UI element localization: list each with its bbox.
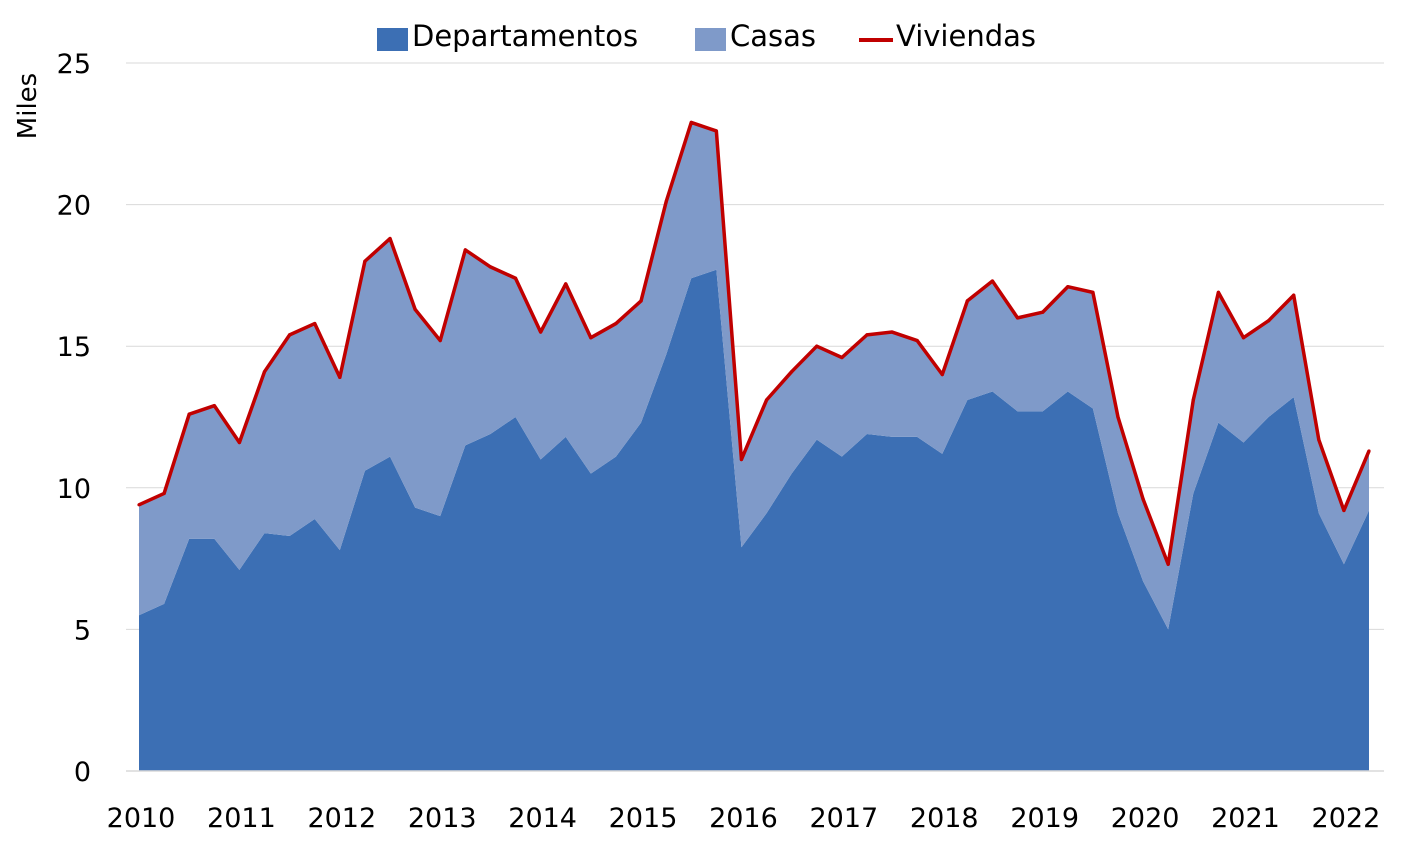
x-tick-label-2012: 2012 [307,803,376,834]
line-point-viviendas-2010-Q1 [137,503,141,507]
x-tick-label-2015: 2015 [609,803,678,834]
legend-label-casas: Casas [730,19,816,53]
area-series-layer [139,122,1369,771]
x-axis-ticks: 2010 2011 2012 2013 2014 2015 2016 2017 2018 2019… [107,803,1381,834]
x-tick-label-2017: 2017 [809,803,878,834]
line-point-viviendas-2017-Q2 [865,333,869,337]
line-point-viviendas-2019-Q4 [1116,415,1120,419]
line-point-viviendas-2020-Q4 [1216,290,1220,294]
line-point-viviendas-2013-Q4 [513,276,518,280]
line-point-viviendas-2020-Q1 [1141,497,1145,501]
x-tick-label-2016: 2016 [709,803,778,834]
line-point-viviendas-2021-Q3 [1292,293,1296,297]
line-series-layer [137,120,1371,567]
line-point-viviendas-2014-Q4 [614,321,618,326]
line-point-viviendas-2016-Q1 [739,457,744,462]
line-point-viviendas-2018-Q3 [990,279,995,283]
area-series-departamentos [139,269,1369,771]
y-axis-label: Miles [13,73,43,139]
line-point-viviendas-2022-Q2 [1367,449,1371,453]
line-series-viviendas [138,120,1371,567]
line-point-viviendas-2012-Q4 [413,307,417,311]
line-point-viviendas-2013-Q2 [463,248,467,252]
line-point-viviendas-2010-Q4 [212,404,216,408]
line-point-viviendas-2015-Q2 [664,200,668,204]
line-point-viviendas-2011-Q3 [288,333,292,337]
line-point-viviendas-2013-Q1 [438,338,442,343]
legend-swatch-casas [695,28,726,51]
line-point-viviendas-2022-Q1 [1342,508,1346,513]
line-point-viviendas-2017-Q4 [915,338,919,343]
line-point-viviendas-2017-Q3 [890,330,894,334]
legend-swatch-departamentos [377,28,408,51]
line-point-viviendas-2010-Q2 [162,491,166,496]
legend-label-viviendas: Viviendas [896,19,1036,53]
line-point-viviendas-2018-Q1 [940,372,944,377]
line-point-viviendas-2020-Q2 [1166,562,1170,566]
x-tick-label-2021: 2021 [1211,803,1280,834]
y-tick-label-5: 5 [74,615,91,646]
line-point-viviendas-2013-Q3 [488,265,493,269]
line-point-viviendas-2012-Q3 [388,236,392,241]
line-point-viviendas-2021-Q2 [1266,319,1271,323]
line-point-viviendas-2019-Q1 [1041,310,1045,314]
line-point-viviendas-2011-Q4 [313,321,317,326]
line-point-viviendas-2017-Q1 [840,355,844,360]
y-tick-label-0: 0 [74,757,91,788]
legend: Departamentos Casas Viviendas [377,19,1036,53]
y-tick-label-15: 15 [57,332,91,363]
y-tick-label-10: 10 [57,474,91,505]
line-point-viviendas-2014-Q2 [564,282,568,286]
line-point-viviendas-2015-Q1 [639,299,643,303]
y-tick-label-25: 25 [57,49,91,80]
x-tick-label-2020: 2020 [1111,803,1180,834]
line-point-viviendas-2014-Q1 [539,330,543,334]
line-point-viviendas-2015-Q4 [714,129,718,133]
line-point-viviendas-2012-Q2 [363,259,367,263]
x-tick-label-2019: 2019 [1010,803,1079,834]
line-point-viviendas-2020-Q3 [1191,398,1195,402]
x-tick-label-2011: 2011 [207,803,276,834]
line-point-viviendas-2014-Q3 [589,336,593,340]
legend-label-departamentos: Departamentos [412,19,638,53]
y-tick-label-20: 20 [57,191,91,222]
line-point-viviendas-2018-Q2 [965,299,969,303]
line-point-viviendas-2019-Q3 [1091,290,1095,294]
x-tick-label-2014: 2014 [508,803,577,834]
area-series-casas [139,122,1369,630]
line-point-viviendas-2016-Q2 [764,398,769,402]
y-axis-ticks: 0 5 10 15 20 25 [57,49,91,788]
line-point-viviendas-2018-Q4 [1015,316,1020,320]
line-point-viviendas-2021-Q1 [1241,336,1246,340]
line-point-viviendas-2011-Q2 [262,370,267,374]
x-tick-label-2018: 2018 [910,803,979,834]
line-point-viviendas-2016-Q4 [815,344,819,348]
x-tick-label-2013: 2013 [408,803,477,834]
x-tick-label-2022: 2022 [1312,803,1381,834]
line-point-viviendas-2016-Q3 [790,370,794,374]
line-point-viviendas-2010-Q3 [187,412,191,416]
line-point-viviendas-2019-Q2 [1066,285,1070,289]
line-point-viviendas-2021-Q4 [1317,438,1321,442]
line-point-viviendas-2011-Q1 [237,440,242,445]
x-tick-label-2010: 2010 [107,803,176,834]
line-point-viviendas-2012-Q1 [338,375,342,379]
line-point-viviendas-2015-Q3 [689,120,693,125]
